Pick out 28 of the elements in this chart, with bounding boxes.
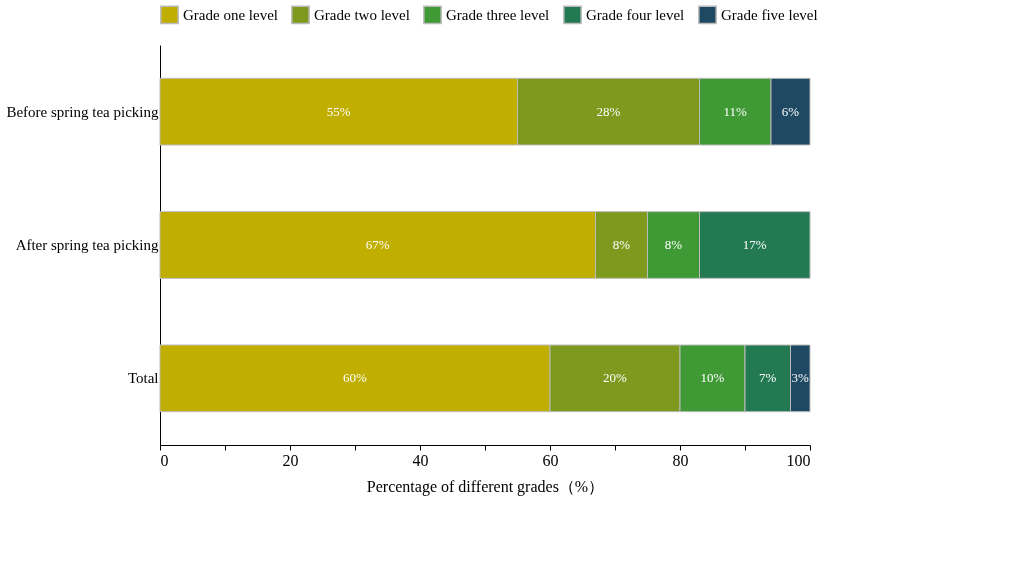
data-label: 10%: [700, 370, 725, 386]
data-label: 7%: [759, 370, 777, 386]
x-tick-label: 0: [160, 451, 169, 469]
x-tick-label: 80: [672, 451, 689, 469]
x-tick-label: 100: [786, 451, 811, 469]
legend-label: Grade one level: [183, 6, 278, 23]
data-label: 55%: [326, 103, 351, 119]
legend-label: Grade five level: [721, 6, 818, 23]
y-tick-label: After spring tea picking: [15, 237, 159, 253]
x-tick-label: 20: [282, 451, 299, 469]
data-label: 3%: [791, 370, 810, 386]
x-tick-label: 60: [542, 451, 559, 469]
data-label: 11%: [723, 103, 748, 119]
y-tick-label: Before spring tea picking: [6, 103, 159, 120]
x-tick-label: 40: [412, 451, 429, 469]
legend-label: Grade two level: [314, 6, 410, 23]
y-tick-label: Total: [127, 370, 159, 387]
data-label: 17%: [742, 237, 767, 252]
data-label: 6%: [781, 103, 800, 119]
legend-label: Grade three level: [446, 6, 550, 23]
data-label: 60%: [343, 370, 368, 386]
legend-label: Grade four level: [586, 6, 685, 23]
data-label: 28%: [596, 103, 621, 119]
x-axis-title: Percentage of different grades（%）: [366, 477, 605, 496]
data-label: 8%: [664, 237, 683, 252]
data-label: 8%: [612, 237, 631, 252]
data-label: 67%: [365, 237, 390, 252]
data-label: 20%: [603, 370, 628, 386]
